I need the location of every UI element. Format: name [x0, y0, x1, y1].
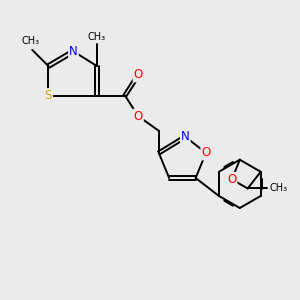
Text: S: S: [45, 89, 52, 102]
Text: O: O: [134, 110, 143, 123]
Text: N: N: [181, 130, 190, 143]
Text: O: O: [201, 146, 211, 159]
Text: N: N: [69, 45, 78, 58]
Text: CH₃: CH₃: [22, 36, 40, 46]
Text: O: O: [134, 68, 143, 81]
Text: O: O: [227, 173, 236, 186]
Text: CH₃: CH₃: [269, 184, 287, 194]
Text: CH₃: CH₃: [88, 32, 106, 42]
